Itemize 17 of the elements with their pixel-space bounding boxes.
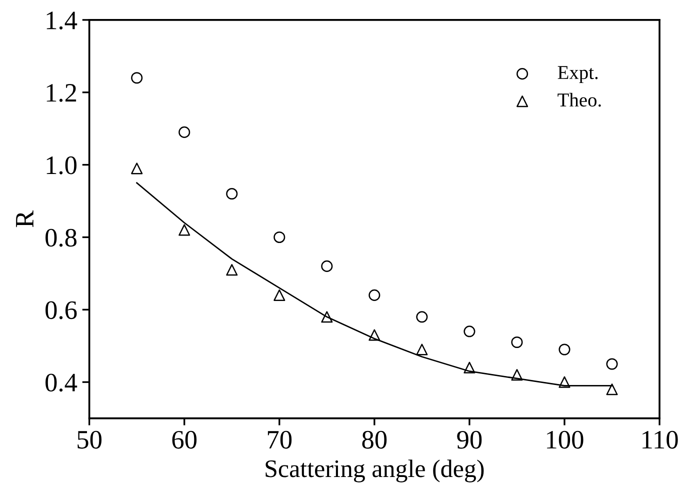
legend-label: Expt. <box>558 66 598 84</box>
x-tick-label: 70 <box>268 430 292 449</box>
x-axis-title: Scattering angle (deg) <box>266 460 484 482</box>
x-tick-label: 80 <box>362 430 387 449</box>
y-tick-label: 0.8 <box>46 228 76 247</box>
x-tick-label: 50 <box>78 430 102 449</box>
y-tick-label: 1.0 <box>46 156 76 174</box>
y-tick-label: 0.4 <box>46 374 78 392</box>
x-tick-label: 100 <box>547 430 584 449</box>
x-tick-label: 60 <box>172 430 197 449</box>
legend-label: Theo. <box>558 92 601 107</box>
x-tick-label: 110 <box>642 430 678 449</box>
y-tick-label: 1.4 <box>46 12 78 30</box>
y-tick-label: 0.6 <box>46 301 77 320</box>
y-tick-label: 1.2 <box>46 84 76 102</box>
y-axis-title: R <box>16 210 34 228</box>
x-tick-label: 90 <box>457 430 482 449</box>
